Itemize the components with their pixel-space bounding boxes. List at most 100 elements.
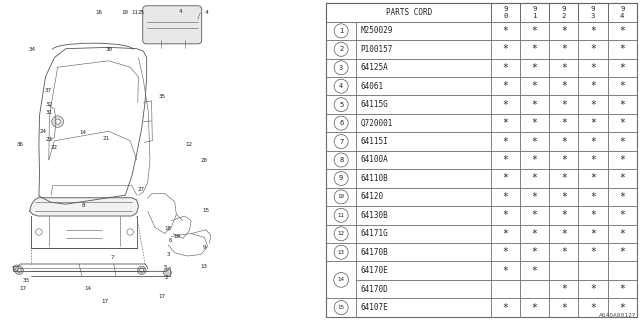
Text: 64100A: 64100A [361,156,388,164]
Text: *: * [590,284,596,294]
Text: *: * [532,247,538,257]
Text: 64107E: 64107E [361,303,388,312]
Text: 21: 21 [102,136,109,141]
Text: *: * [561,44,567,54]
Bar [326,225,356,243]
Bar [356,151,491,169]
Text: 64130B: 64130B [361,211,388,220]
Text: *: * [532,210,538,220]
Text: 5: 5 [339,102,343,108]
Bar [520,169,549,188]
Bar [607,22,637,40]
Text: *: * [561,229,567,239]
Bar [549,298,579,317]
Text: *: * [532,26,538,36]
Bar [607,40,637,59]
Bar [549,261,579,280]
Bar [579,280,607,298]
Text: *: * [590,100,596,110]
Bar [579,77,607,95]
Bar [549,206,579,225]
Bar [607,225,637,243]
Text: 7: 7 [111,255,115,260]
Bar [326,132,356,151]
Bar [549,114,579,132]
Bar [491,188,520,206]
Bar [549,22,579,40]
Text: *: * [502,155,508,165]
Bar [520,206,549,225]
Bar [549,132,579,151]
Circle shape [334,153,348,167]
Text: 7: 7 [339,139,343,145]
Text: 36: 36 [16,142,23,147]
Bar [356,225,491,243]
Bar [356,169,491,188]
Text: 17: 17 [101,299,108,304]
Text: 4: 4 [339,83,343,89]
Bar [607,95,637,114]
Text: *: * [502,26,508,36]
Text: *: * [532,303,538,313]
Bar [326,188,356,206]
Text: 11: 11 [338,213,345,218]
Text: 13: 13 [338,250,345,255]
Text: 12: 12 [185,142,192,147]
Text: 9: 9 [339,175,343,181]
Text: P100157: P100157 [361,45,393,54]
Text: *: * [590,210,596,220]
Bar [491,132,520,151]
Text: *: * [620,229,625,239]
Text: 23: 23 [45,137,52,142]
Bar [356,280,491,298]
Bar [549,95,579,114]
Text: 34: 34 [29,47,36,52]
Text: *: * [590,63,596,73]
Bar [326,3,491,22]
Bar [579,132,607,151]
Bar [579,95,607,114]
Bar [607,188,637,206]
Bar [607,59,637,77]
Text: 64110B: 64110B [361,174,388,183]
Text: 37: 37 [44,88,51,93]
Text: *: * [561,284,567,294]
Circle shape [334,61,348,75]
Text: *: * [502,63,508,73]
Bar [491,59,520,77]
Text: 9
1: 9 1 [532,6,537,19]
Text: *: * [590,303,596,313]
Bar [491,225,520,243]
Circle shape [334,116,348,130]
Circle shape [334,134,348,148]
Text: *: * [561,118,567,128]
Text: 12: 12 [338,231,345,236]
Circle shape [334,42,348,56]
Text: *: * [502,118,508,128]
Text: 8: 8 [339,157,343,163]
Text: *: * [561,26,567,36]
Bar [607,298,637,317]
Bar [579,169,607,188]
Text: *: * [561,155,567,165]
Text: 19: 19 [174,234,181,239]
Circle shape [334,273,349,287]
Circle shape [15,266,24,275]
Text: *: * [620,173,625,183]
Text: 35: 35 [159,94,166,99]
Bar [326,169,356,188]
Text: *: * [620,63,625,73]
Text: *: * [590,247,596,257]
Text: *: * [532,173,538,183]
Bar [491,151,520,169]
Text: 10: 10 [121,10,128,15]
Bar [491,261,520,280]
Circle shape [36,229,42,235]
Bar [520,59,549,77]
Bar [491,77,520,95]
Text: *: * [590,81,596,91]
Bar [520,3,549,22]
Text: *: * [590,26,596,36]
Bar [326,206,356,225]
Text: *: * [590,173,596,183]
